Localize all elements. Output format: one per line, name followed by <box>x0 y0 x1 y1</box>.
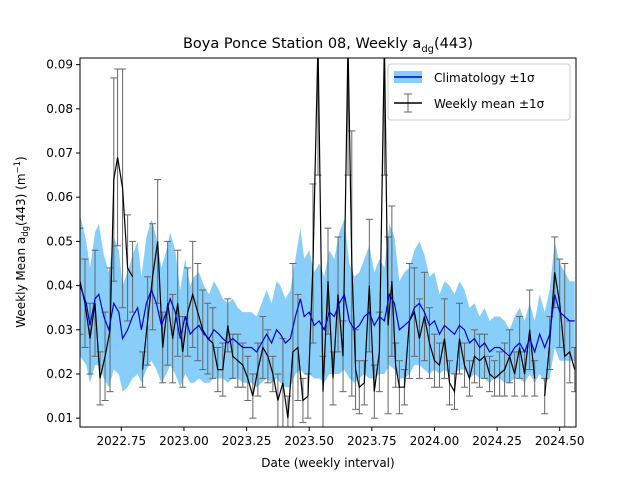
chart-title: Boya Ponce Station 08, Weekly adg(443) <box>183 36 473 55</box>
legend-label-weekly: Weekly mean ±1σ <box>434 97 545 111</box>
weekly-mean-line <box>80 58 576 419</box>
y-tick-label: 0.03 <box>46 323 73 337</box>
x-tick-label: 2023.50 <box>284 434 334 448</box>
x-tick-label: 2023.25 <box>222 434 272 448</box>
x-axis-label: Date (weekly interval) <box>261 456 394 470</box>
x-tick-label: 2022.75 <box>97 434 147 448</box>
x-tick-label: 2023.75 <box>347 434 397 448</box>
climatology-mean-line <box>80 285 575 358</box>
y-tick-label: 0.04 <box>46 279 73 293</box>
y-tick-label: 0.09 <box>46 58 73 72</box>
x-tick-label: 2024.50 <box>535 434 585 448</box>
x-tick-label: 2023.00 <box>159 434 209 448</box>
x-axis-ticks: 2022.75 2023.00 2023.25 2023.50 2023.75 2024.… <box>97 427 585 448</box>
x-tick-label: 2024.00 <box>410 434 460 448</box>
y-tick-label: 0.02 <box>46 367 73 381</box>
plot-frame <box>79 57 577 428</box>
legend-box <box>387 63 571 121</box>
legend-label-climatology: Climatology ±1σ <box>434 71 535 85</box>
y-tick-label: 0.06 <box>46 190 73 204</box>
series-line-layer <box>80 58 576 419</box>
y-tick-label: 0.01 <box>46 411 73 425</box>
y-tick-label: 0.08 <box>46 102 73 116</box>
x-tick-label: 2024.25 <box>472 434 522 448</box>
y-tick-label: 0.05 <box>46 234 73 248</box>
y-tick-label: 0.07 <box>46 146 73 160</box>
y-axis-ticks: 0.01 0.02 0.03 0.04 0.05 0.06 0.07 0.08 0.09 <box>46 58 80 425</box>
y-axis-label: Weekly Mean adg(443) (m−1) <box>13 156 31 327</box>
legend: Climatology ±1σ Weekly mean ±1σ <box>387 63 571 121</box>
weekly-errorbar <box>80 227 84 335</box>
